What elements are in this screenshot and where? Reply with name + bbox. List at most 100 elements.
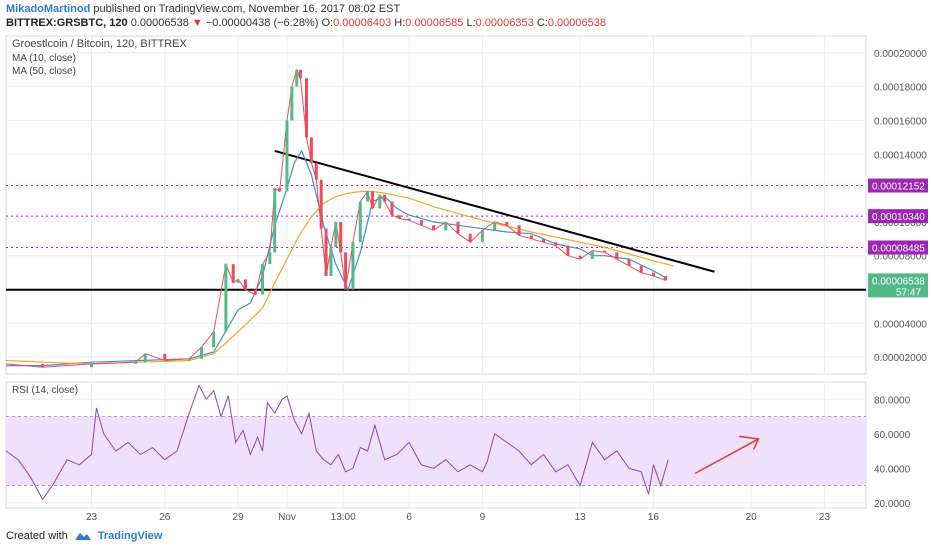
close-label: C: (536, 17, 548, 29)
price-y-tick: 0.00010000 (874, 218, 927, 229)
price-tags: 0.000121520.000103400.000084850.00005987… (868, 178, 928, 298)
candle (236, 279, 240, 283)
candle (319, 179, 323, 229)
candle (578, 255, 582, 260)
x-tick: 23 (819, 512, 831, 523)
candle (627, 259, 631, 266)
candle (383, 194, 387, 202)
candle (444, 221, 448, 231)
candle (480, 230, 484, 243)
current-price-tag-bg (868, 273, 928, 298)
candle (324, 228, 328, 276)
candle (517, 225, 521, 236)
candle (199, 346, 203, 359)
x-tick: 13:00 (331, 512, 356, 523)
chart-header: MikadoMartinod published on TradingView.… (6, 2, 926, 30)
candle (253, 289, 257, 295)
rsi-y-tick: 40.0000 (874, 464, 911, 475)
rsi-up-arrow (694, 438, 759, 475)
x-tick: 16 (648, 512, 660, 523)
candle (456, 221, 460, 234)
rsi-y-tick: 60.0000 (874, 430, 911, 441)
candle (542, 238, 545, 243)
x-tick: 9 (480, 512, 486, 523)
close-value: 0.00006538 (547, 17, 606, 29)
tradingview-brand[interactable]: TradingView (97, 530, 163, 542)
candle (407, 218, 411, 221)
price-y-tick: 0.00002000 (874, 353, 927, 364)
x-tick: 29 (233, 512, 245, 523)
candle (432, 225, 436, 231)
x-tick: 26 (159, 512, 171, 523)
open-value: 0.00006403 (333, 17, 392, 29)
candle (664, 275, 668, 281)
candle (639, 265, 643, 273)
rsi-arrow-head (738, 435, 760, 450)
created-with-text: Created with (6, 530, 68, 542)
candle (397, 215, 401, 219)
symbol-label: BITTREX:GRSBTC, 120 (6, 17, 128, 29)
series-ma-10-close- (6, 149, 666, 367)
price-panel-frame (5, 35, 867, 375)
price-series (5, 68, 674, 368)
footer: Created with TradingView (6, 530, 162, 542)
high-value: 0.00006585 (405, 17, 464, 29)
candle (554, 242, 558, 246)
candle (366, 191, 370, 202)
price-y-tick: 0.00004000 (874, 319, 927, 330)
candle (390, 201, 394, 216)
candle (143, 353, 147, 363)
current-price-label: 0.00006538 (872, 276, 925, 287)
down-arrow-icon: ▼ (191, 17, 203, 29)
candle (231, 264, 235, 283)
ma10-legend: MA (10, close) (12, 53, 76, 64)
countdown-label: 57:47 (896, 287, 921, 298)
candle (351, 242, 355, 290)
candle (224, 264, 228, 332)
x-tick: 13 (575, 512, 587, 523)
level-tag-label: 0.00008485 (872, 244, 925, 255)
level-tag-bg (868, 209, 928, 224)
candle (261, 264, 265, 295)
candle (493, 221, 497, 231)
rsi-legend: RSI (14, close) (12, 385, 78, 396)
candle (419, 220, 423, 226)
candle (243, 279, 247, 290)
header-line-2: BITTREX:GRSBTC, 120 0.00006538 ▼ −0.0000… (6, 16, 926, 30)
price-y-tick: 0.00016000 (874, 117, 927, 128)
rsi-y-tick: 80.0000 (874, 395, 911, 406)
series-close (5, 68, 666, 368)
candle (90, 363, 94, 368)
candle (334, 221, 338, 248)
author-link[interactable]: MikadoMartinod (6, 3, 91, 15)
level-tag-label: 0.00010340 (872, 212, 925, 223)
level-tag-bg (868, 178, 928, 193)
candle (314, 162, 318, 180)
candle (268, 252, 272, 265)
candle (468, 233, 472, 243)
low-label: L: (466, 17, 476, 29)
candle (305, 78, 309, 138)
high-label: H: (394, 17, 406, 29)
series-rsi (5, 384, 669, 501)
candle (41, 363, 45, 368)
price-y-tick: 0.00014000 (874, 150, 927, 161)
low-value: 0.00006353 (475, 17, 534, 29)
candle (329, 247, 333, 276)
series-ma-50-close- (5, 190, 674, 365)
candle (295, 69, 299, 87)
x-axis: 23 26 29 Nov 13:00 6 9 13 16 20 23 (86, 512, 831, 523)
trendline (274, 149, 715, 273)
candle (212, 331, 216, 347)
level-tag-label: 0.00012152 (872, 182, 925, 193)
x-tick: Nov (278, 512, 296, 523)
candle (298, 69, 302, 79)
candle (187, 358, 191, 361)
candle (615, 252, 619, 260)
published-text: published on TradingView.com, November 1… (93, 3, 401, 15)
tradingview-logo-icon (74, 533, 91, 540)
candle (344, 252, 348, 290)
price-y-tick: 0.00020000 (874, 49, 927, 60)
candle (378, 194, 382, 209)
